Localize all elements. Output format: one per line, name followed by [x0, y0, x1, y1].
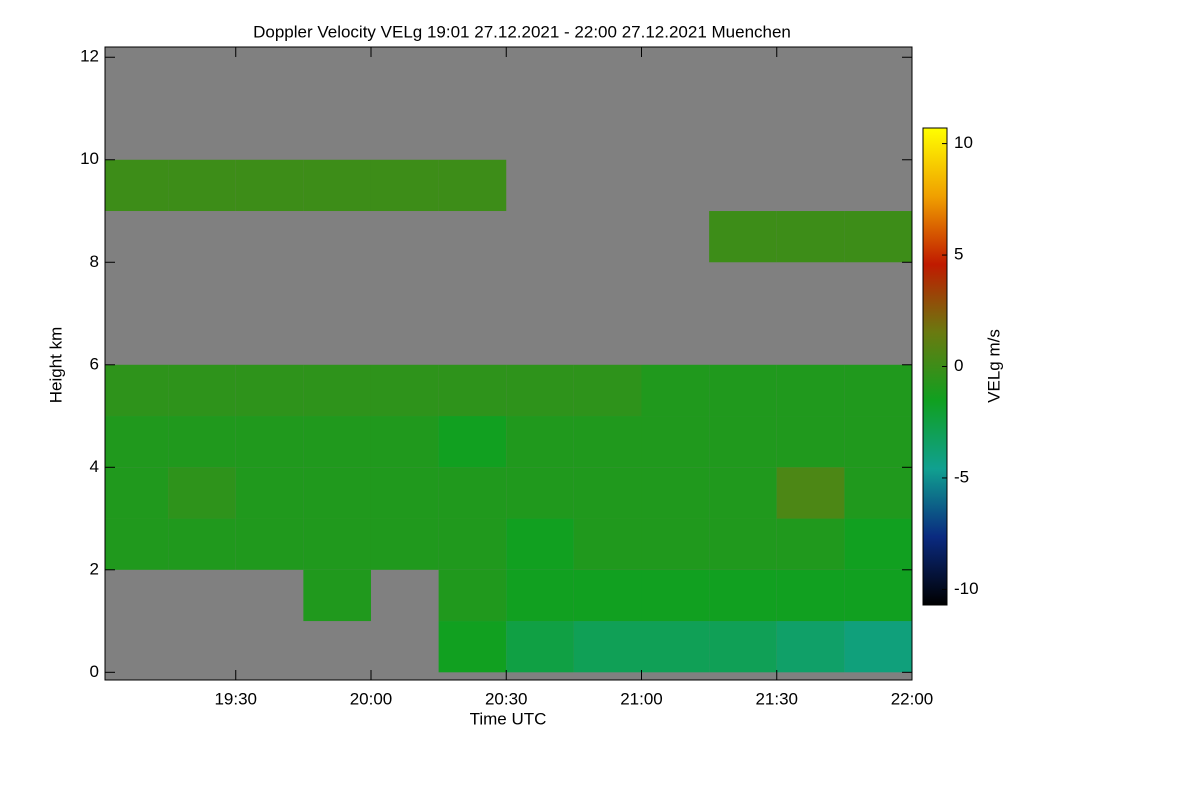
heatmap-cell	[438, 518, 507, 570]
heatmap-cell	[168, 159, 236, 212]
heatmap-cell	[370, 467, 439, 519]
heatmap-cell	[641, 621, 710, 673]
heatmap-cell	[709, 211, 777, 263]
heatmap-cell	[303, 518, 371, 570]
y-axis-label: Height km	[46, 327, 65, 404]
heatmap-cell	[105, 518, 169, 570]
heatmap-cell	[370, 518, 439, 570]
heatmap-cell	[105, 467, 169, 519]
y-tick-label: 4	[90, 457, 99, 476]
colorbar-tick-label: -10	[954, 579, 979, 598]
heatmap-cell	[709, 518, 777, 570]
heatmap-cell	[370, 416, 439, 468]
heatmap-cell	[303, 467, 371, 519]
heatmap-cell	[573, 416, 642, 468]
heatmap-cell	[844, 211, 912, 263]
x-tick-label: 21:30	[755, 689, 798, 708]
heatmap-cell	[168, 467, 236, 519]
heatmap-cell	[573, 621, 642, 673]
x-tick-label: 21:00	[620, 689, 663, 708]
heatmap-cell	[235, 467, 304, 519]
y-tick-label: 6	[90, 354, 99, 373]
heatmap-cell	[776, 621, 845, 673]
colorbar-label: VELg m/s	[984, 329, 1003, 403]
heatmap-cell	[370, 364, 439, 417]
heatmap-cell	[641, 364, 710, 417]
heatmap-cell	[776, 211, 845, 263]
heatmap-cell	[168, 518, 236, 570]
plot-frame	[104, 46, 913, 681]
chart-title: Doppler Velocity VELg 19:01 27.12.2021 -…	[253, 22, 791, 41]
heatmap-cell	[844, 467, 912, 519]
heatmap-cell	[776, 364, 845, 417]
heatmap-cell	[438, 621, 507, 673]
heatmap-cell	[235, 416, 304, 468]
y-tick-label: 0	[90, 662, 99, 681]
heatmap-cell	[105, 159, 169, 212]
colorbar-tick-label: 5	[954, 245, 963, 264]
heatmap-cell	[303, 364, 371, 417]
y-tick-label: 10	[80, 149, 99, 168]
heatmap-cell	[303, 569, 371, 622]
heatmap-cell	[776, 416, 845, 468]
heatmap-cell	[844, 621, 912, 673]
heatmap-cell	[506, 467, 574, 519]
heatmap-cell	[573, 569, 642, 622]
heatmap-cell	[506, 364, 574, 417]
heatmap-cell	[506, 518, 574, 570]
x-tick-label: 20:00	[350, 689, 393, 708]
heatmap-cell	[844, 518, 912, 570]
y-tick-label: 2	[90, 559, 99, 578]
heatmap-cell	[506, 569, 574, 622]
heatmap-cell	[438, 416, 507, 468]
heatmap-cell	[573, 364, 642, 417]
heatmap-cell	[438, 467, 507, 519]
heatmap-cell	[573, 518, 642, 570]
heatmap-cell	[370, 159, 439, 212]
heatmap-cell	[641, 518, 710, 570]
heatmap-cell	[303, 416, 371, 468]
y-tick-label: 12	[80, 47, 99, 66]
y-tick-label: 8	[90, 252, 99, 271]
heatmap-cell	[709, 364, 777, 417]
heatmap-cell	[573, 467, 642, 519]
colorbar-tick-label: 10	[954, 133, 973, 152]
heatmap-cell	[641, 569, 710, 622]
heatmap-cell	[641, 467, 710, 519]
heatmap-cell	[235, 364, 304, 417]
colorbar-tick-label: -5	[954, 467, 969, 486]
colorbar-tick-label: 0	[954, 356, 963, 375]
heatmap-cell	[776, 569, 845, 622]
heatmap-cell	[105, 416, 169, 468]
heatmap-cell	[709, 467, 777, 519]
x-tick-label: 20:30	[485, 689, 528, 708]
heatmap-cell	[844, 416, 912, 468]
heatmap-cell	[438, 159, 507, 212]
heatmap-cell	[506, 416, 574, 468]
heatmap-cell	[776, 518, 845, 570]
heatmap-cell	[776, 467, 845, 519]
heatmap-cell	[303, 159, 371, 212]
heatmap-cell	[844, 569, 912, 622]
heatmap-cell	[709, 621, 777, 673]
heatmap-cell	[438, 569, 507, 622]
heatmap-cell	[105, 364, 169, 417]
x-tick-label: 19:30	[214, 689, 257, 708]
heatmap-cell	[709, 416, 777, 468]
heatmap-cell	[844, 364, 912, 417]
heatmap-cell	[235, 518, 304, 570]
heatmap-cell	[438, 364, 507, 417]
heatmap-cell	[709, 569, 777, 622]
x-axis-label: Time UTC	[470, 709, 547, 728]
heatmap-cell	[235, 159, 304, 212]
heatmap-cell	[641, 416, 710, 468]
heatmap-cell	[168, 364, 236, 417]
x-tick-label: 22:00	[891, 689, 934, 708]
heatmap-cell	[506, 621, 574, 673]
heatmap-cell	[168, 416, 236, 468]
